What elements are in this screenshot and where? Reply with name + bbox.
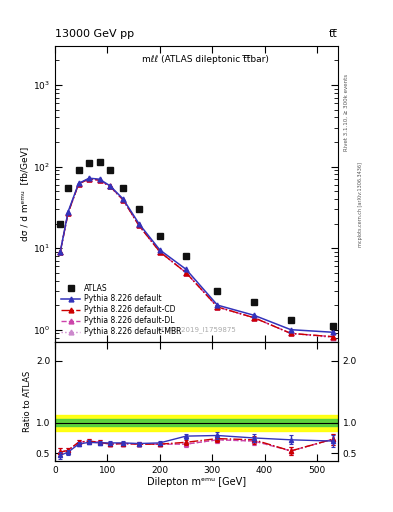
Pythia 8.226 default-CD (66, 210, 70, 216)
Pythia 8.226 default (158, 247, 162, 253)
Pythia 8.226 default (331, 329, 335, 335)
Pythia 8.226 default (136, 221, 141, 227)
Line: Pythia 8.226 default-CD: Pythia 8.226 default-CD (58, 176, 335, 339)
ATLAS (58, 221, 62, 227)
Pythia 8.226 default-DL (331, 334, 335, 340)
Pythia 8.226 default-MBR (66, 210, 70, 216)
Pythia 8.226 default-DL (97, 177, 102, 183)
Pythia 8.226 default-MBR (331, 334, 335, 340)
Pythia 8.226 default-MBR (76, 181, 81, 187)
Y-axis label: Ratio to ATLAS: Ratio to ATLAS (23, 371, 31, 432)
X-axis label: Dilepton mᵉᵐᵘ [GeV]: Dilepton mᵉᵐᵘ [GeV] (147, 477, 246, 487)
Pythia 8.226 default-MBR (87, 176, 92, 182)
ATLAS (252, 298, 257, 305)
Pythia 8.226 default (87, 175, 92, 181)
Pythia 8.226 default-DL (66, 210, 70, 216)
Pythia 8.226 default-CD (158, 249, 162, 255)
Line: Pythia 8.226 default: Pythia 8.226 default (58, 176, 335, 335)
Text: Rivet 3.1.10, ≥ 300k events: Rivet 3.1.10, ≥ 300k events (344, 74, 349, 151)
Pythia 8.226 default-DL (76, 181, 81, 187)
ATLAS (66, 185, 70, 191)
Pythia 8.226 default-MBR (58, 249, 62, 255)
ATLAS (136, 206, 141, 212)
ATLAS (76, 167, 81, 174)
Pythia 8.226 default (66, 208, 70, 215)
Pythia 8.226 default-CD (331, 334, 335, 340)
Pythia 8.226 default-DL (58, 249, 62, 255)
Text: mcplots.cern.ch [arXiv:1306.3436]: mcplots.cern.ch [arXiv:1306.3436] (358, 162, 363, 247)
Pythia 8.226 default (108, 183, 112, 189)
Pythia 8.226 default-CD (87, 176, 92, 182)
Line: Pythia 8.226 default-MBR: Pythia 8.226 default-MBR (58, 176, 335, 340)
Text: tt̅: tt̅ (329, 29, 338, 39)
Pythia 8.226 default-DL (87, 176, 92, 182)
Pythia 8.226 default-DL (136, 222, 141, 228)
Pythia 8.226 default-CD (215, 304, 220, 310)
Pythia 8.226 default-DL (121, 197, 125, 203)
Pythia 8.226 default-CD (108, 183, 112, 189)
Pythia 8.226 default-DL (108, 183, 112, 189)
Bar (55, 415, 338, 431)
Text: ATLAS_2019_I1759875: ATLAS_2019_I1759875 (157, 327, 236, 333)
ATLAS (158, 233, 162, 239)
Pythia 8.226 default-CD (288, 330, 293, 336)
Pythia 8.226 default-MBR (184, 270, 188, 276)
Text: mℓℓ (ATLAS dileptonic t̅t̅bar): mℓℓ (ATLAS dileptonic t̅t̅bar) (141, 55, 268, 64)
Line: Pythia 8.226 default-DL: Pythia 8.226 default-DL (58, 176, 335, 339)
Line: ATLAS: ATLAS (57, 159, 336, 329)
Pythia 8.226 default (76, 180, 81, 186)
Pythia 8.226 default-CD (121, 197, 125, 203)
Pythia 8.226 default-DL (215, 304, 220, 310)
Pythia 8.226 default (215, 302, 220, 308)
ATLAS (108, 167, 112, 174)
Pythia 8.226 default-CD (184, 270, 188, 276)
Pythia 8.226 default-MBR (158, 249, 162, 255)
Pythia 8.226 default (97, 176, 102, 182)
ATLAS (184, 253, 188, 259)
ATLAS (121, 185, 125, 191)
ATLAS (97, 159, 102, 165)
Text: 13000 GeV pp: 13000 GeV pp (55, 29, 134, 39)
Pythia 8.226 default-CD (252, 315, 257, 321)
Pythia 8.226 default-CD (97, 177, 102, 183)
Pythia 8.226 default (121, 196, 125, 202)
ATLAS (87, 160, 92, 166)
Y-axis label: dσ / d mᵉᵐᵘ  [fb/GeV]: dσ / d mᵉᵐᵘ [fb/GeV] (20, 147, 29, 241)
Pythia 8.226 default (288, 327, 293, 333)
ATLAS (215, 288, 220, 294)
Pythia 8.226 default-MBR (215, 304, 220, 310)
Pythia 8.226 default-MBR (136, 222, 141, 228)
Pythia 8.226 default (184, 266, 188, 272)
Pythia 8.226 default-DL (158, 249, 162, 255)
Legend: ATLAS, Pythia 8.226 default, Pythia 8.226 default-CD, Pythia 8.226 default-DL, P: ATLAS, Pythia 8.226 default, Pythia 8.22… (59, 281, 184, 338)
ATLAS (331, 323, 335, 329)
Pythia 8.226 default-MBR (121, 197, 125, 203)
Pythia 8.226 default-CD (136, 222, 141, 228)
Pythia 8.226 default (252, 312, 257, 318)
Pythia 8.226 default-MBR (288, 330, 293, 336)
Pythia 8.226 default-CD (58, 249, 62, 255)
Pythia 8.226 default-DL (252, 315, 257, 321)
Pythia 8.226 default (58, 249, 62, 255)
ATLAS (288, 317, 293, 324)
Pythia 8.226 default-MBR (252, 315, 257, 321)
Pythia 8.226 default-DL (184, 270, 188, 276)
Pythia 8.226 default-MBR (108, 183, 112, 189)
Pythia 8.226 default-MBR (97, 177, 102, 183)
Pythia 8.226 default-CD (76, 181, 81, 187)
Bar (55, 419, 338, 425)
Pythia 8.226 default-DL (288, 330, 293, 336)
